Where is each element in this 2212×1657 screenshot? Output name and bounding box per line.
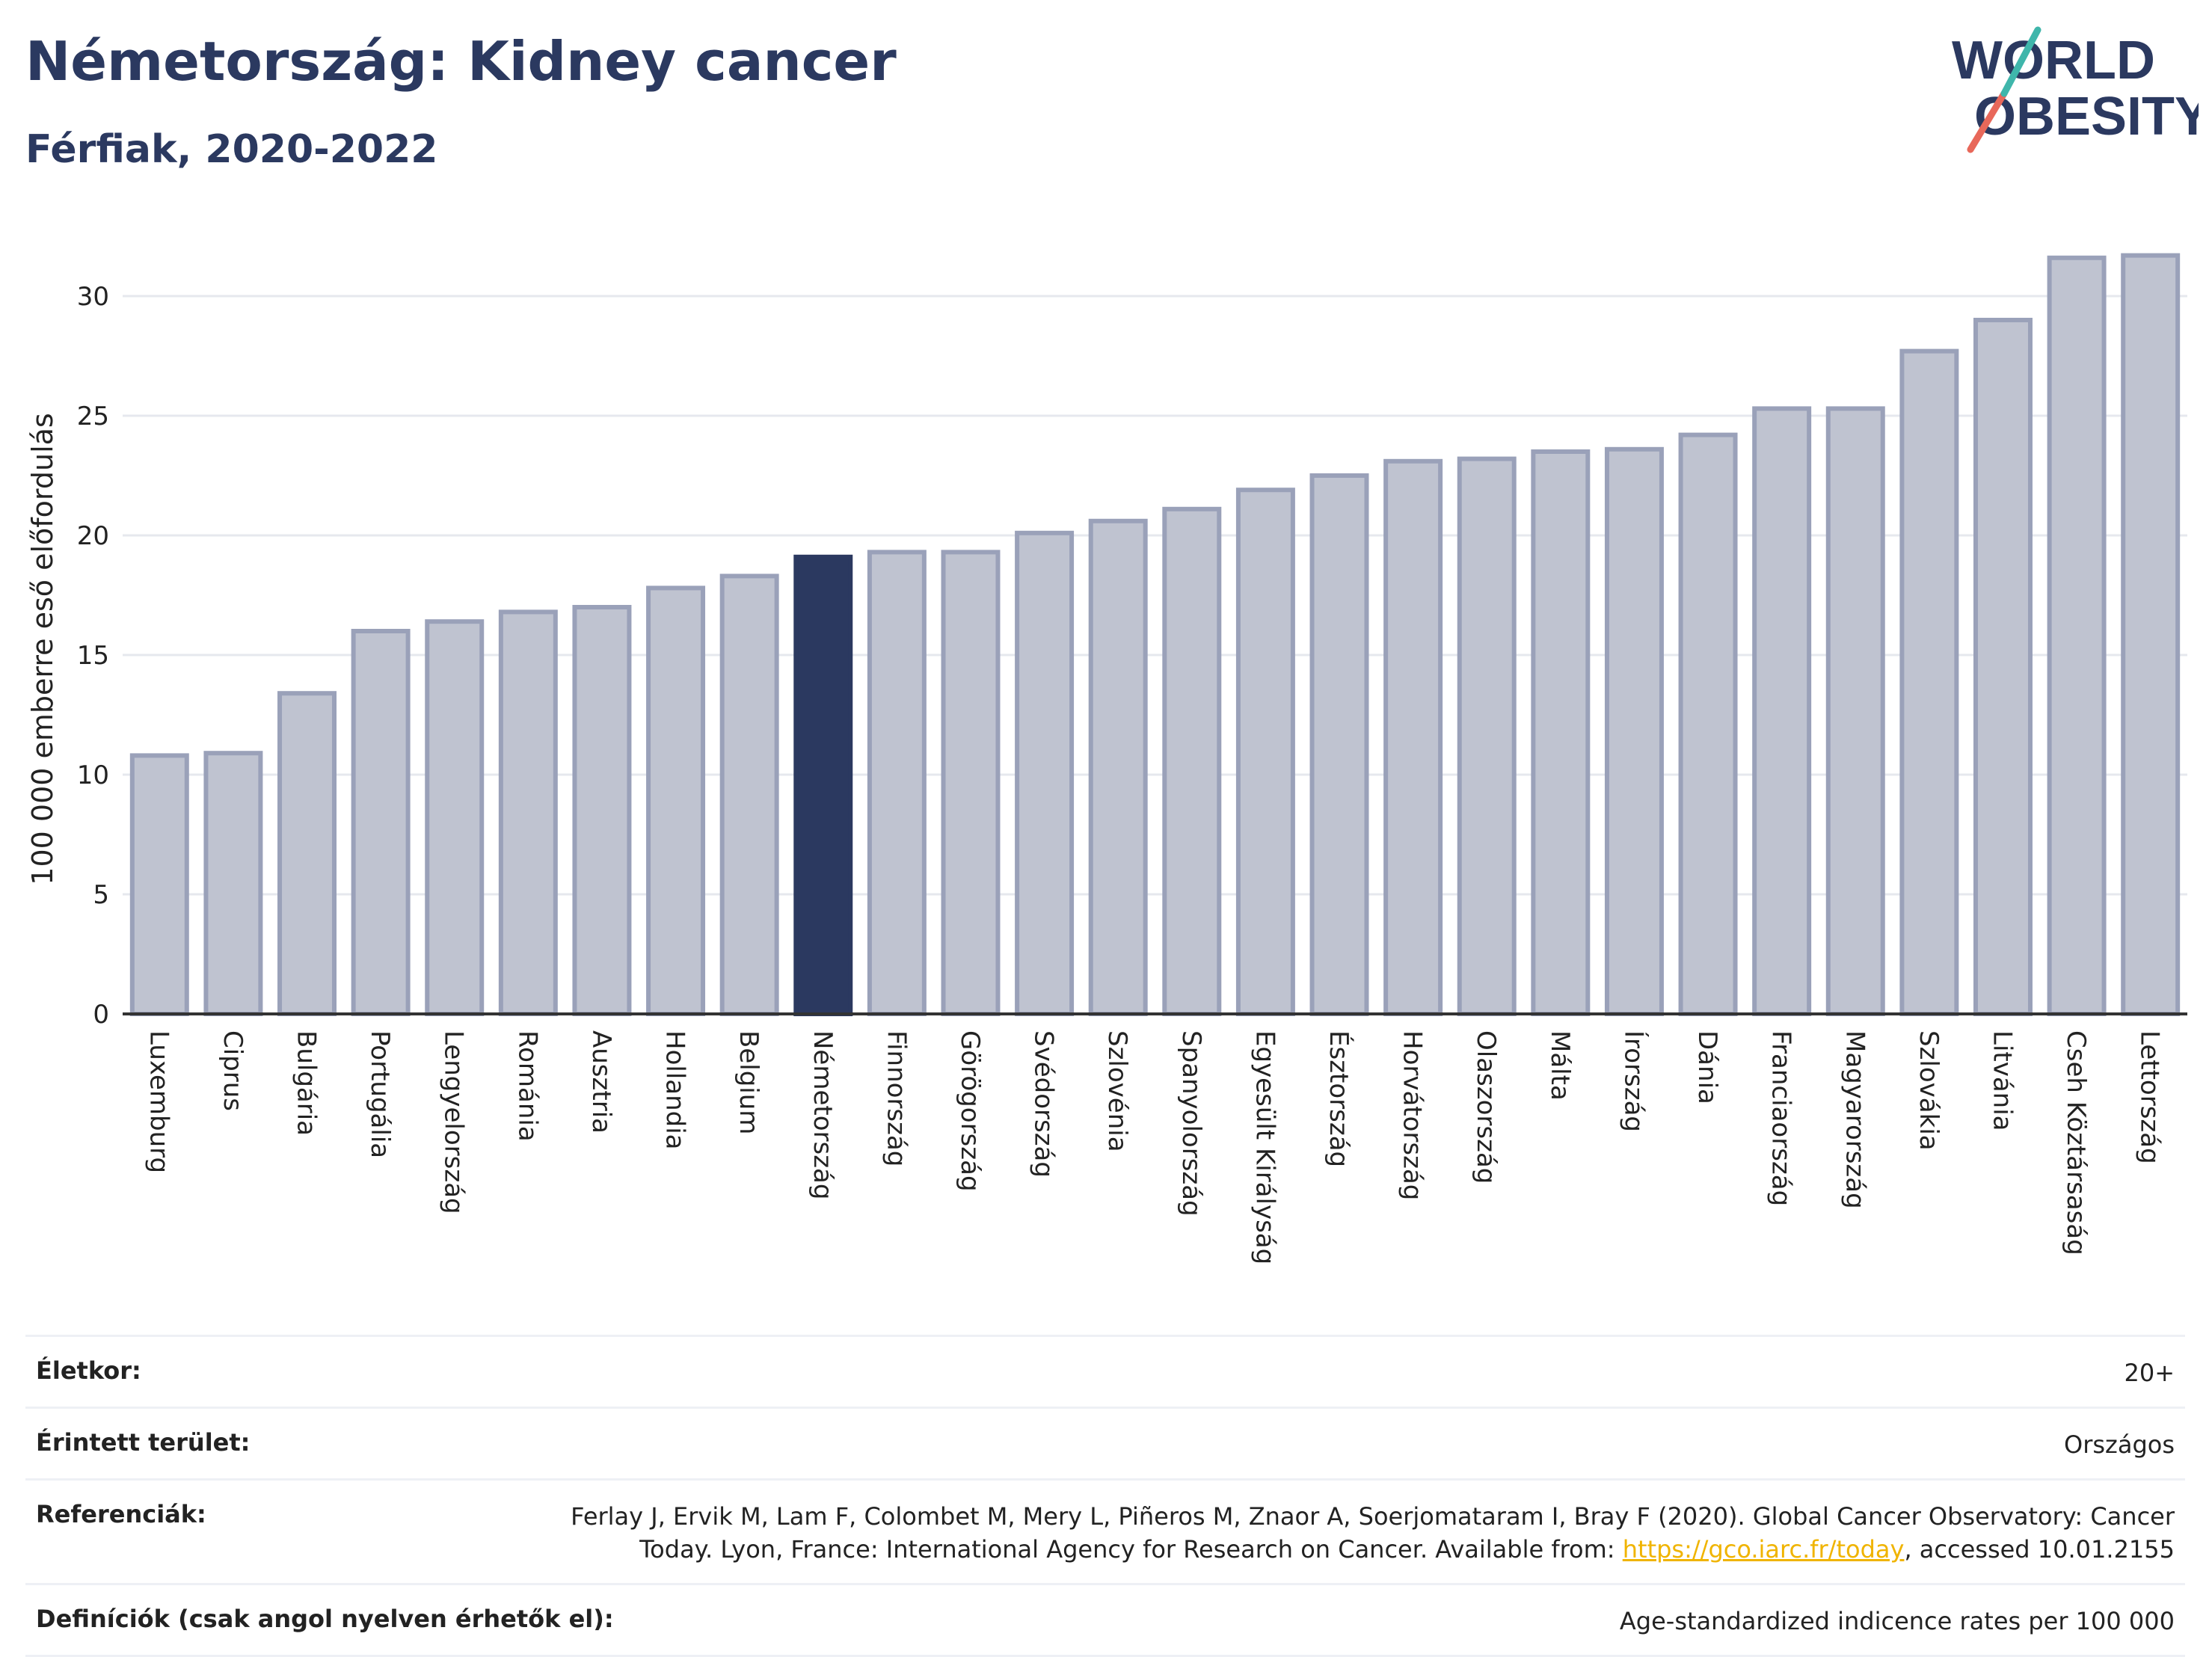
x-tick-label: Belgium (734, 1030, 764, 1134)
bar (2121, 253, 2181, 1017)
bar (277, 691, 337, 1016)
ref-text-2: Today. Lyon, France: International Agenc… (639, 1535, 1623, 1564)
x-tick-label: Svédország (1029, 1030, 1059, 1178)
bar (719, 574, 779, 1016)
meta-row-definitions: Definíciók (csak angol nyelven érhetők e… (25, 1583, 2185, 1657)
x-tick-label: Görögország (955, 1030, 985, 1192)
bar (1752, 406, 1812, 1016)
y-tick-label: 30 (77, 282, 109, 312)
x-tick-label: Portugália (365, 1030, 395, 1158)
bar-chart: 0 5 10 15 20 25 30 100 000 emberre eső előfordu… (26, 253, 2187, 1264)
bar (1678, 432, 1738, 1016)
bar (1088, 518, 1148, 1016)
x-tick-label: Dánia (1692, 1030, 1722, 1104)
bar-highlight (793, 554, 853, 1016)
logo-slash-red (1967, 90, 2008, 153)
x-tick-label: Egyesült Királyság (1250, 1030, 1279, 1264)
bar (867, 550, 927, 1016)
x-tick-label: Bulgária (292, 1030, 322, 1136)
ref-text-3: , accessed 10.01.2155 (1904, 1535, 2175, 1564)
x-tick-label: Lettország (2135, 1030, 2165, 1164)
chart-subtitle: Férfiak, 2020-2022 (25, 127, 438, 172)
y-tick-label: 10 (77, 760, 109, 790)
world-obesity-logo: WORLD OBESITY (1952, 26, 2199, 153)
bar (1015, 530, 1075, 1016)
bar (1235, 488, 1295, 1016)
bar (2047, 255, 2107, 1016)
x-tick-label: Németország (808, 1030, 838, 1199)
meta-ref-value: Ferlay J, Ervik M, Lam F, Colombet M, Me… (571, 1500, 2185, 1567)
x-tick-label: Spanyolország (1176, 1030, 1206, 1217)
metadata-table: Életkor: 20+ Érintett terület: Országos … (25, 1335, 2185, 1657)
chart-title: Németország: Kidney cancer (25, 30, 897, 93)
x-tick-label: Lengyelország (439, 1030, 469, 1214)
bar (425, 619, 485, 1016)
meta-age-value: 20+ (2124, 1359, 2175, 1387)
ref-link[interactable]: https://gco.iarc.fr/today (1622, 1535, 1905, 1564)
y-tick-label: 20 (77, 521, 109, 551)
meta-row-references: Referenciák: Ferlay J, Ervik M, Lam F, C… (25, 1478, 2185, 1584)
x-tick-label: Finnország (881, 1030, 911, 1166)
bar (1604, 446, 1664, 1016)
x-tick-label: Hollandia (660, 1030, 690, 1150)
x-tick-label: Cseh Köztársaság (2061, 1030, 2091, 1255)
meta-row-area: Érintett terület: Országos (25, 1406, 2185, 1478)
x-tick-label: Litvánia (1987, 1030, 2017, 1131)
logo-slash-teal (2000, 26, 2042, 97)
bar (498, 609, 558, 1016)
y-tick-label: 25 (77, 402, 109, 431)
bar (941, 550, 1001, 1016)
y-axis-label: 100 000 emberre eső előfordulás (26, 413, 59, 885)
bar (1531, 449, 1591, 1016)
x-tick-label: Franciaország (1766, 1030, 1796, 1206)
bar (1309, 473, 1369, 1016)
bar (1383, 458, 1443, 1016)
y-tick-label: 0 (93, 1000, 109, 1030)
bar (1973, 318, 2033, 1016)
meta-area-value: Országos (2064, 1430, 2175, 1459)
x-tick-label: Észtország (1324, 1030, 1354, 1167)
bar (129, 753, 189, 1017)
meta-area-label: Érintett terület: (36, 1427, 251, 1457)
bar (351, 629, 411, 1016)
y-tick-label: 5 (93, 880, 109, 910)
bar (203, 751, 263, 1016)
bar (1899, 348, 1959, 1017)
x-tick-label: Szlovénia (1102, 1030, 1132, 1152)
logo-text-world: WORLD (1952, 31, 2155, 90)
ref-text-1: Ferlay J, Ervik M, Lam F, Colombet M, Me… (571, 1501, 2175, 1531)
bar (1457, 456, 1517, 1016)
x-tick-label: Olaszország (1471, 1030, 1501, 1184)
bar (572, 605, 632, 1016)
x-tick-label: Horvátország (1398, 1030, 1428, 1200)
x-tick-label: Románia (512, 1030, 542, 1142)
meta-age-label: Életkor: (36, 1356, 141, 1385)
logo-text-obesity: OBESITY (1974, 87, 2199, 147)
meta-row-age: Életkor: 20+ (25, 1335, 2185, 1407)
meta-ref-label: Referenciák: (36, 1499, 206, 1528)
bar (646, 585, 706, 1016)
x-tick-label: Magyarország (1840, 1030, 1870, 1209)
x-tick-label: Írország (1618, 1030, 1649, 1132)
x-tick-label: Málta (1545, 1030, 1575, 1101)
bar (1825, 406, 1885, 1016)
meta-def-value: Age-standardized indicence rates per 100… (1619, 1607, 2175, 1636)
bar (1162, 506, 1222, 1016)
x-tick-label: Luxemburg (144, 1030, 173, 1173)
x-tick-label: Ausztria (586, 1030, 616, 1134)
x-tick-label: Szlovákia (1914, 1030, 1944, 1151)
x-tick-label: Ciprus (218, 1030, 248, 1111)
y-tick-label: 15 (77, 641, 109, 671)
meta-def-label: Definíciók (csak angol nyelven érhetők e… (36, 1605, 614, 1634)
